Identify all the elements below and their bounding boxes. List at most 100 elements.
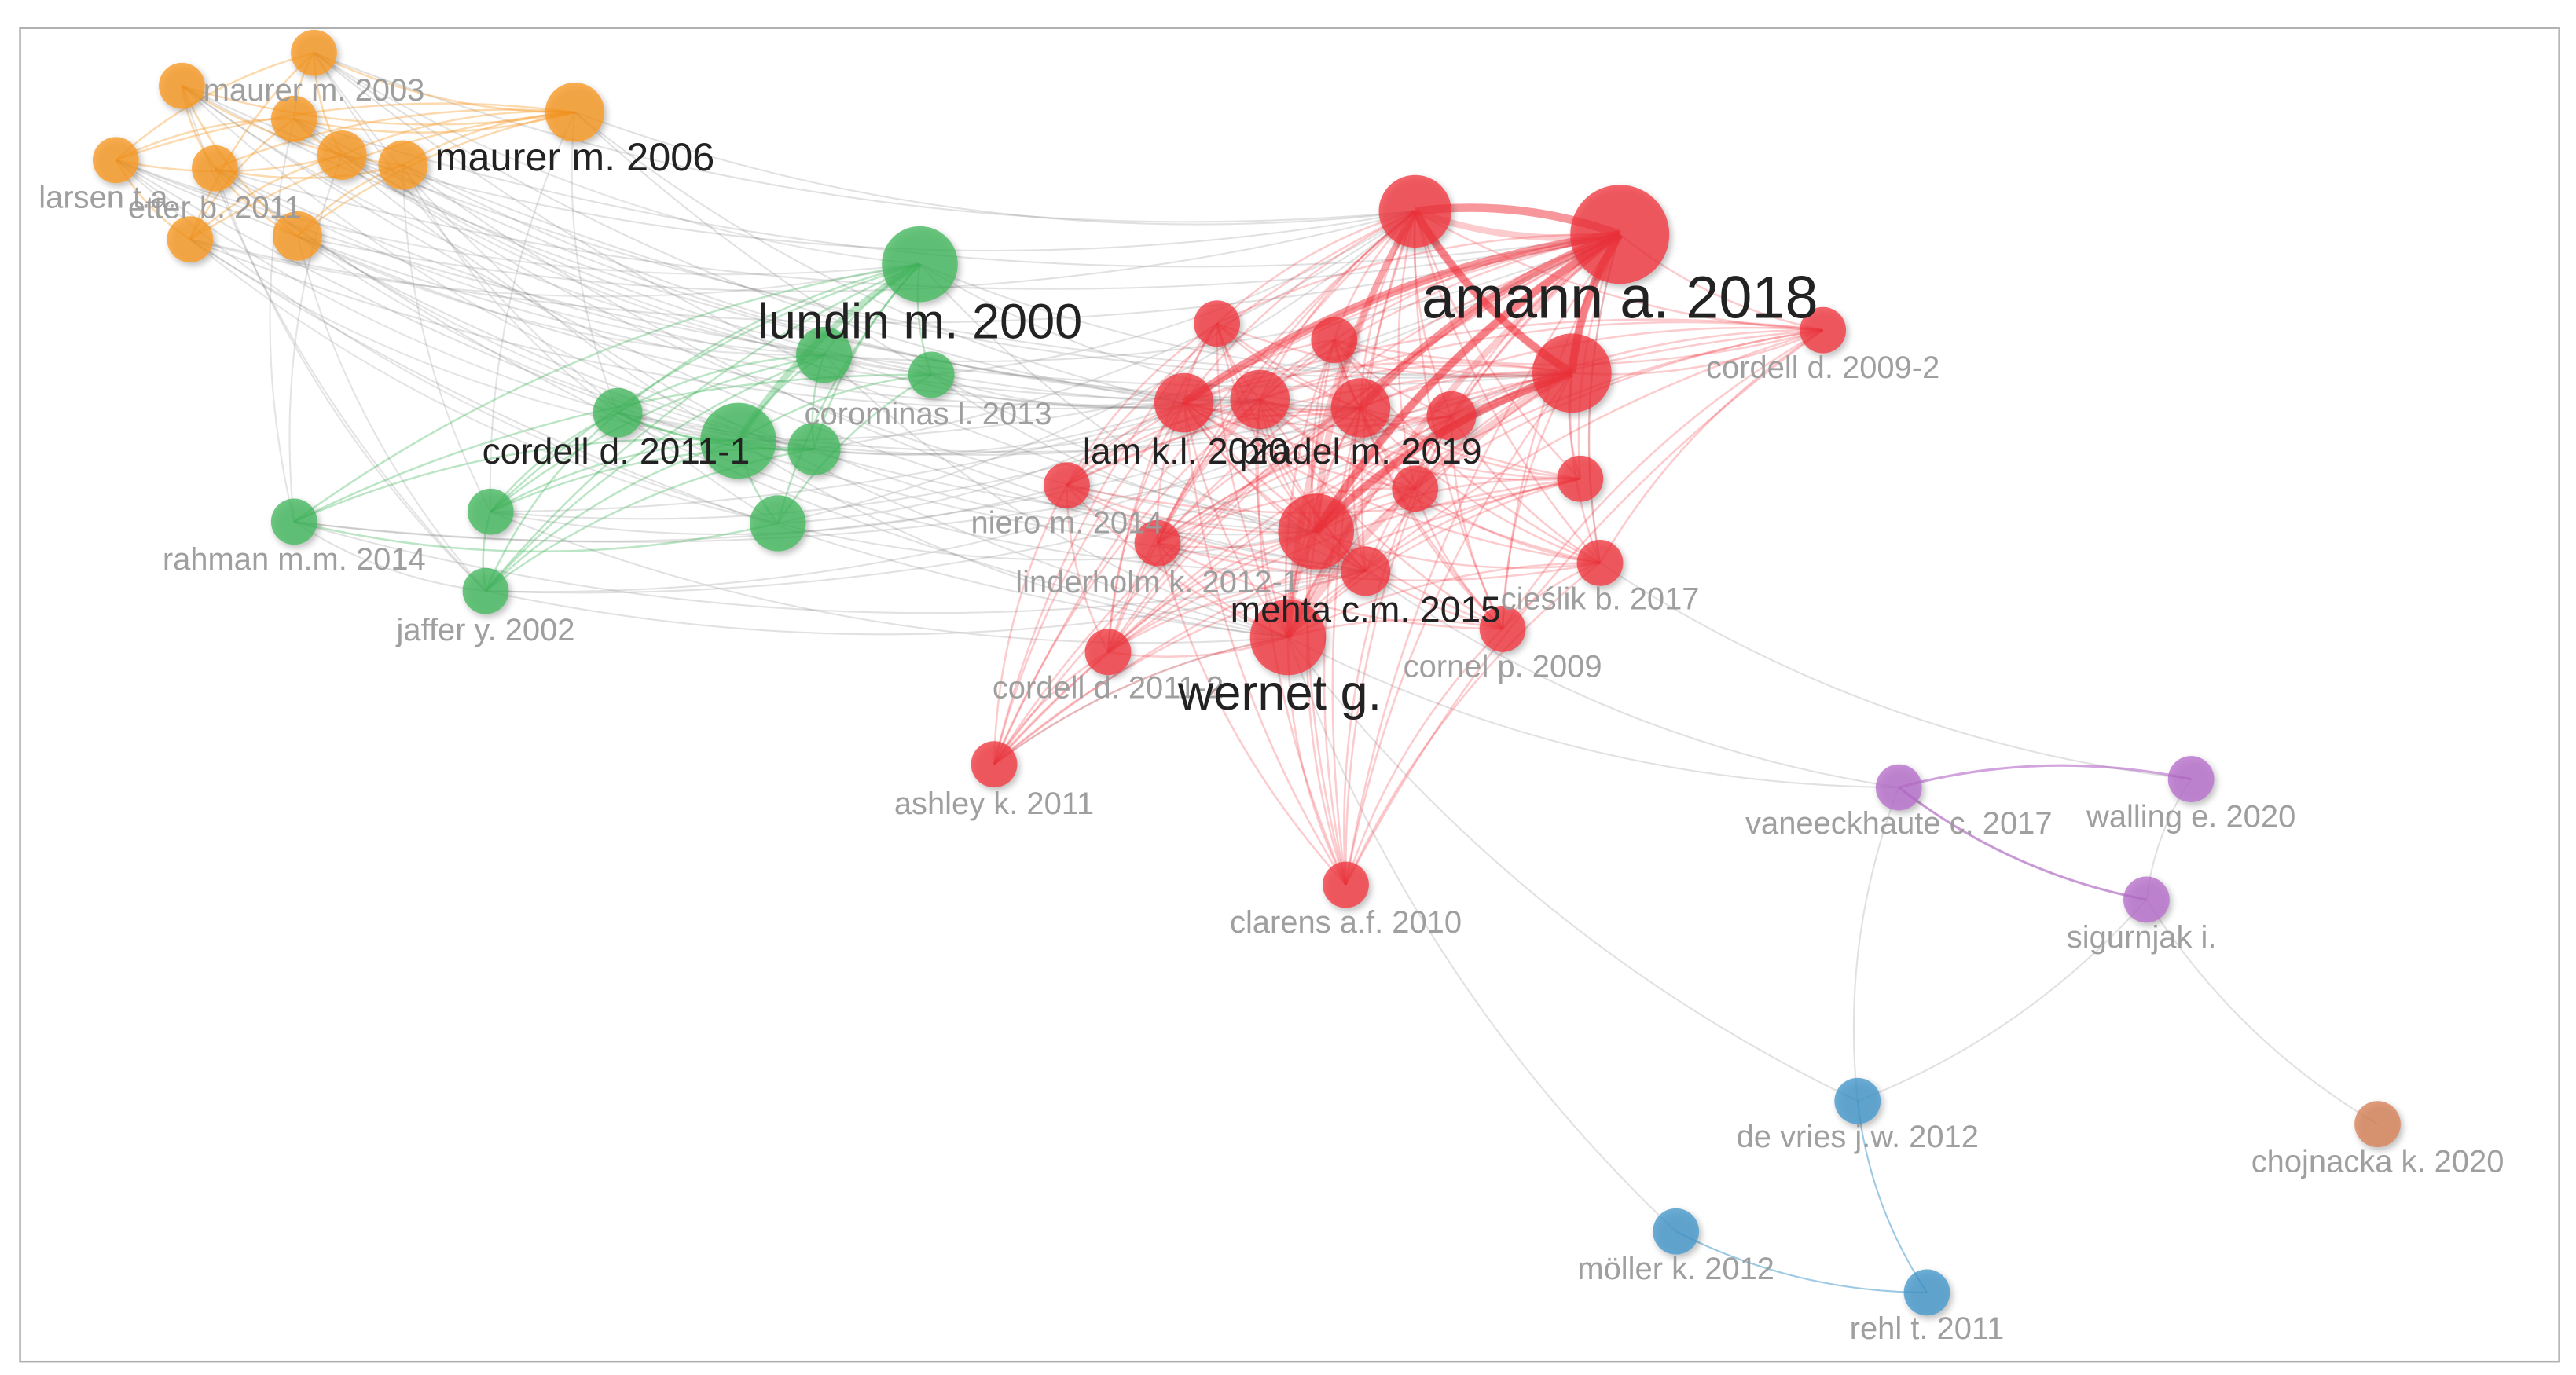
node[interactable]: [1532, 333, 1612, 413]
node-label: amann a. 2018: [1422, 265, 1818, 331]
edge: [993, 530, 1317, 765]
node[interactable]: [1278, 493, 1355, 570]
edge: [1066, 372, 1572, 486]
edge: [1856, 1101, 1928, 1293]
edge: [777, 402, 1185, 525]
node-label: cordell d. 2011-2: [993, 671, 1224, 706]
node[interactable]: [272, 211, 323, 261]
node[interactable]: [270, 498, 317, 545]
node[interactable]: [1653, 1208, 1700, 1255]
edge: [485, 262, 921, 592]
edge: [1216, 323, 1290, 638]
node[interactable]: [92, 137, 139, 184]
edge: [1857, 899, 2148, 1102]
edge: [313, 52, 779, 524]
edge: [1598, 329, 1824, 564]
edge: [571, 112, 619, 413]
node-label: cornel p. 2009: [1404, 649, 1602, 684]
node-label: mehta c.m. 2015: [1231, 589, 1501, 630]
edge: [297, 235, 1184, 406]
edge: [813, 211, 1416, 450]
edge: [993, 233, 1620, 765]
edge: [993, 402, 1185, 764]
edge: [1415, 210, 1823, 332]
edge: [115, 117, 295, 161]
node[interactable]: [1323, 861, 1369, 908]
node[interactable]: [1230, 369, 1290, 430]
edge: [489, 112, 576, 512]
edge: [1345, 329, 1824, 886]
node[interactable]: [1044, 462, 1090, 509]
node[interactable]: [1249, 599, 1327, 676]
edge: [993, 485, 1068, 764]
node[interactable]: [1570, 185, 1670, 284]
edge: [1157, 542, 1503, 630]
node[interactable]: [378, 140, 428, 190]
edge: [296, 236, 486, 592]
node[interactable]: [1576, 539, 1624, 586]
node[interactable]: [787, 422, 841, 476]
edge: [293, 262, 920, 522]
edge: [116, 159, 920, 276]
edge: [490, 398, 1260, 520]
node[interactable]: [1392, 465, 1439, 512]
node-label: maurer m. 2006: [435, 134, 715, 179]
edge: [189, 238, 1289, 638]
node[interactable]: [700, 402, 776, 479]
node-label: pradel m. 2019: [1239, 431, 1481, 471]
edge: [1216, 233, 1620, 324]
edge: [1157, 328, 1823, 544]
node[interactable]: [750, 495, 806, 552]
node[interactable]: [2354, 1101, 2401, 1148]
node[interactable]: [1194, 300, 1241, 347]
node[interactable]: [1426, 390, 1477, 441]
edge: [931, 211, 1416, 376]
node[interactable]: [1834, 1077, 1881, 1124]
node[interactable]: [1557, 455, 1604, 502]
node[interactable]: [192, 145, 238, 192]
node[interactable]: [1479, 606, 1526, 652]
node[interactable]: [317, 130, 367, 180]
node[interactable]: [1154, 372, 1214, 433]
node-label: etter b. 2011: [128, 190, 302, 225]
node[interactable]: [1800, 306, 1847, 354]
node[interactable]: [1378, 174, 1451, 248]
node[interactable]: [593, 387, 643, 438]
node[interactable]: [2167, 756, 2215, 803]
node[interactable]: [971, 741, 1018, 788]
node[interactable]: [291, 29, 337, 76]
edge: [293, 118, 1260, 401]
node[interactable]: [1903, 1269, 1950, 1316]
edge: [189, 233, 1620, 324]
node[interactable]: [795, 326, 853, 383]
node[interactable]: [159, 62, 205, 109]
node[interactable]: [1330, 378, 1391, 438]
edge: [115, 102, 575, 161]
edge: [1360, 407, 1503, 630]
edge: [993, 570, 1367, 765]
edge: [617, 262, 920, 414]
node[interactable]: [1341, 546, 1391, 596]
edge: [485, 354, 825, 592]
edge: [1898, 764, 2192, 789]
node[interactable]: [882, 226, 958, 302]
node[interactable]: [1875, 764, 1922, 811]
node[interactable]: [270, 95, 317, 142]
edge: [1106, 323, 1218, 652]
edge: [1451, 328, 1823, 417]
edge: [1183, 402, 1452, 427]
edge: [777, 211, 1416, 524]
node[interactable]: [167, 216, 214, 263]
edge: [1106, 406, 1362, 653]
node[interactable]: [1134, 519, 1181, 566]
node[interactable]: [462, 567, 509, 614]
node[interactable]: [1311, 317, 1358, 364]
node-label: rahman m.m. 2014: [163, 542, 426, 577]
edge: [1316, 530, 1601, 569]
node[interactable]: [545, 82, 605, 142]
node[interactable]: [1084, 629, 1132, 676]
node[interactable]: [2123, 876, 2170, 923]
node[interactable]: [908, 351, 955, 398]
edge: [288, 155, 343, 522]
node[interactable]: [467, 488, 514, 535]
